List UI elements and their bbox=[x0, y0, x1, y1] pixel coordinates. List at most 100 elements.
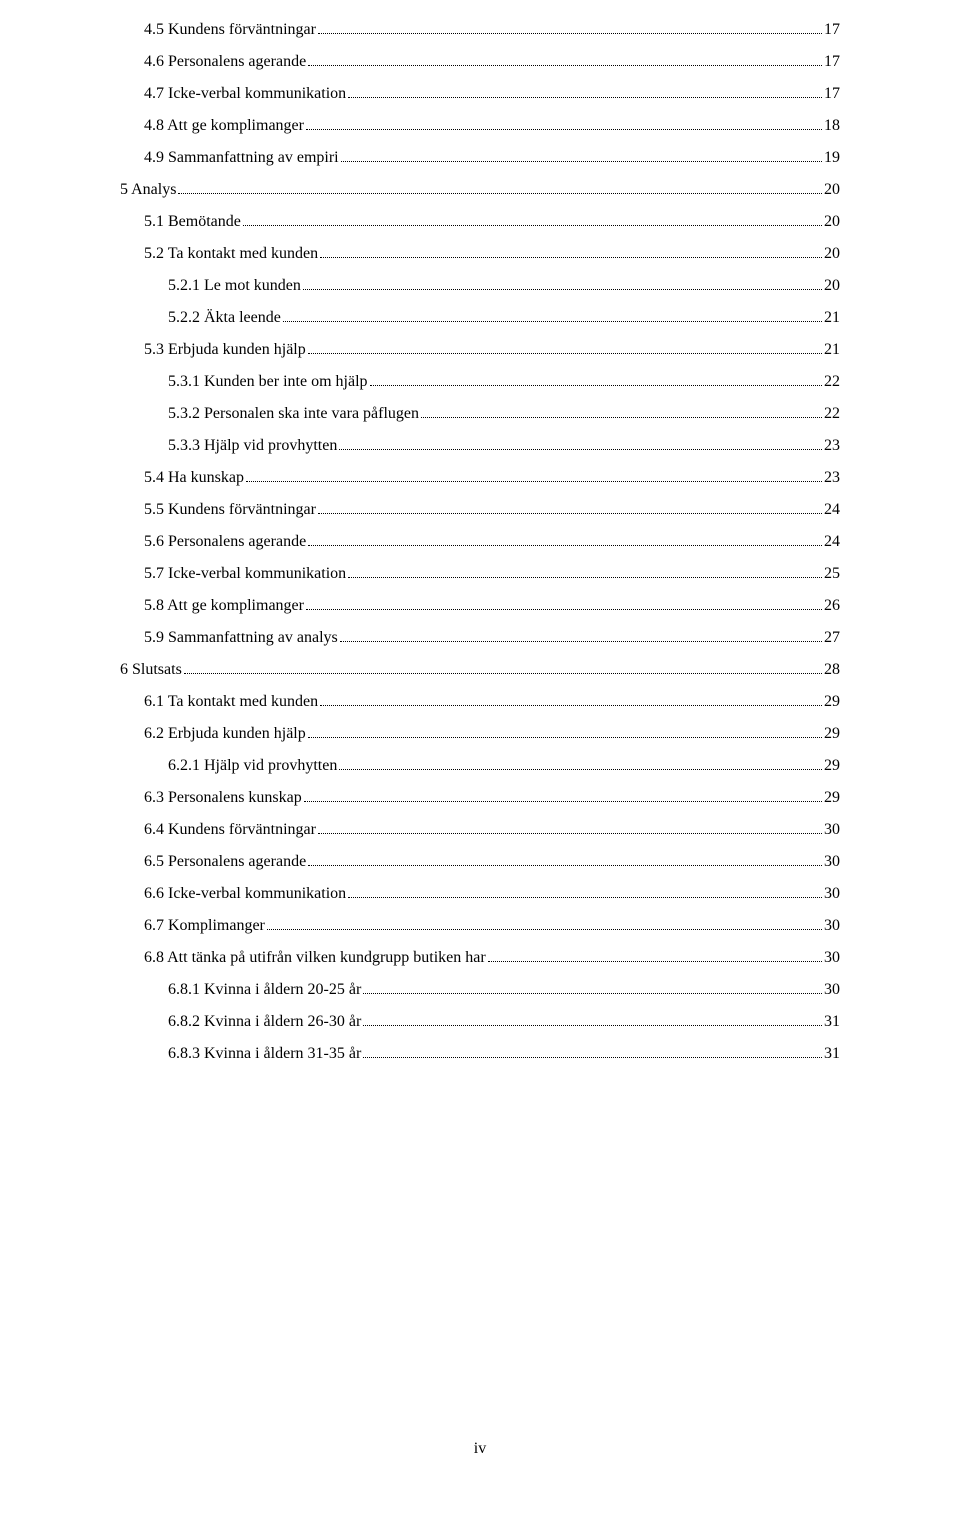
toc-entry: 6 Slutsats 28 bbox=[120, 654, 840, 686]
toc-entry-page: 31 bbox=[824, 1038, 840, 1070]
toc-entry: 5.7 Icke-verbal kommunikation 25 bbox=[120, 558, 840, 590]
toc-entry: 5.2.1 Le mot kunden 20 bbox=[120, 270, 840, 302]
toc-entry: 5.2 Ta kontakt med kunden 20 bbox=[120, 238, 840, 270]
toc-entry-title: 4.6 Personalens agerande bbox=[144, 46, 306, 78]
toc-leader-dots bbox=[363, 1044, 822, 1058]
toc-leader-dots bbox=[348, 84, 822, 98]
toc-entry: 5.3.3 Hjälp vid provhytten 23 bbox=[120, 430, 840, 462]
toc-entry-page: 17 bbox=[824, 46, 840, 78]
page-number: iv bbox=[0, 1433, 960, 1465]
toc-entry-title: 6.3 Personalens kunskap bbox=[144, 782, 302, 814]
toc-leader-dots bbox=[267, 916, 822, 930]
toc-leader-dots bbox=[318, 20, 822, 34]
toc-entry-title: 5.3.3 Hjälp vid provhytten bbox=[168, 430, 337, 462]
toc-leader-dots bbox=[306, 116, 822, 130]
toc-entry-title: 4.9 Sammanfattning av empiri bbox=[144, 142, 339, 174]
toc-leader-dots bbox=[283, 308, 822, 322]
toc-entry-page: 22 bbox=[824, 366, 840, 398]
toc-leader-dots bbox=[308, 340, 822, 354]
toc-entry: 6.2 Erbjuda kunden hjälp 29 bbox=[120, 718, 840, 750]
toc-entry-page: 20 bbox=[824, 238, 840, 270]
toc-entry-page: 23 bbox=[824, 462, 840, 494]
toc-entry: 5 Analys 20 bbox=[120, 174, 840, 206]
toc-leader-dots bbox=[303, 276, 822, 290]
toc-entry-page: 30 bbox=[824, 942, 840, 974]
toc-entry-title: 5.2.2 Äkta leende bbox=[168, 302, 281, 334]
toc-leader-dots bbox=[488, 948, 822, 962]
toc-leader-dots bbox=[421, 404, 822, 418]
toc-entry-title: 6.2.1 Hjälp vid provhytten bbox=[168, 750, 337, 782]
toc-entry-page: 21 bbox=[824, 302, 840, 334]
toc-entry: 6.8.1 Kvinna i åldern 20-25 år 30 bbox=[120, 974, 840, 1006]
toc-leader-dots bbox=[320, 244, 822, 258]
toc-entry-title: 5.3.1 Kunden ber inte om hjälp bbox=[168, 366, 368, 398]
toc-entry-title: 6.1 Ta kontakt med kunden bbox=[144, 686, 318, 718]
toc-entry-title: 5.3.2 Personalen ska inte vara påflugen bbox=[168, 398, 419, 430]
toc-entry: 5.5 Kundens förväntningar 24 bbox=[120, 494, 840, 526]
toc-leader-dots bbox=[308, 852, 822, 866]
toc-entry: 6.5 Personalens agerande 30 bbox=[120, 846, 840, 878]
toc-entry-page: 30 bbox=[824, 814, 840, 846]
page: 4.5 Kundens förväntningar 174.6 Personal… bbox=[0, 0, 960, 1521]
toc-leader-dots bbox=[363, 1012, 822, 1026]
toc-leader-dots bbox=[320, 692, 822, 706]
toc-entry-page: 17 bbox=[824, 78, 840, 110]
toc-leader-dots bbox=[370, 372, 822, 386]
toc-entry-title: 6.7 Komplimanger bbox=[144, 910, 265, 942]
toc-entry: 6.8.2 Kvinna i åldern 26-30 år 31 bbox=[120, 1006, 840, 1038]
toc-entry: 5.8 Att ge komplimanger 26 bbox=[120, 590, 840, 622]
toc-entry-page: 17 bbox=[824, 14, 840, 46]
toc-entry-page: 29 bbox=[824, 782, 840, 814]
toc-entry: 5.3.2 Personalen ska inte vara påflugen … bbox=[120, 398, 840, 430]
toc-entry-page: 29 bbox=[824, 718, 840, 750]
toc-entry: 6.8.3 Kvinna i åldern 31-35 år 31 bbox=[120, 1038, 840, 1070]
toc-entry: 5.3 Erbjuda kunden hjälp 21 bbox=[120, 334, 840, 366]
toc-entry-title: 5.4 Ha kunskap bbox=[144, 462, 244, 494]
toc-entry-page: 29 bbox=[824, 750, 840, 782]
toc-entry-title: 4.7 Icke-verbal kommunikation bbox=[144, 78, 346, 110]
toc-entry-title: 5.3 Erbjuda kunden hjälp bbox=[144, 334, 306, 366]
toc-entry: 4.5 Kundens förväntningar 17 bbox=[120, 14, 840, 46]
toc-entry-page: 23 bbox=[824, 430, 840, 462]
toc-entry: 5.9 Sammanfattning av analys 27 bbox=[120, 622, 840, 654]
toc-entry-title: 6.8.2 Kvinna i åldern 26-30 år bbox=[168, 1006, 361, 1038]
toc-leader-dots bbox=[246, 468, 822, 482]
toc-leader-dots bbox=[306, 596, 822, 610]
table-of-contents: 4.5 Kundens förväntningar 174.6 Personal… bbox=[120, 14, 840, 1070]
toc-leader-dots bbox=[348, 884, 822, 898]
toc-entry: 4.6 Personalens agerande 17 bbox=[120, 46, 840, 78]
toc-entry-title: 4.8 Att ge komplimanger bbox=[144, 110, 304, 142]
toc-entry: 5.4 Ha kunskap 23 bbox=[120, 462, 840, 494]
toc-entry-title: 5.8 Att ge komplimanger bbox=[144, 590, 304, 622]
toc-entry: 6.7 Komplimanger 30 bbox=[120, 910, 840, 942]
toc-entry: 6.8 Att tänka på utifrån vilken kundgrup… bbox=[120, 942, 840, 974]
toc-leader-dots bbox=[184, 660, 822, 674]
toc-leader-dots bbox=[339, 436, 822, 450]
toc-entry-page: 19 bbox=[824, 142, 840, 174]
toc-leader-dots bbox=[308, 724, 822, 738]
toc-leader-dots bbox=[318, 500, 822, 514]
toc-entry-page: 20 bbox=[824, 206, 840, 238]
toc-entry-page: 29 bbox=[824, 686, 840, 718]
toc-entry-title: 5.1 Bemötande bbox=[144, 206, 241, 238]
toc-entry: 6.2.1 Hjälp vid provhytten 29 bbox=[120, 750, 840, 782]
toc-entry-title: 4.5 Kundens förväntningar bbox=[144, 14, 316, 46]
toc-leader-dots bbox=[318, 820, 822, 834]
toc-entry-title: 5.9 Sammanfattning av analys bbox=[144, 622, 338, 654]
toc-entry-page: 18 bbox=[824, 110, 840, 142]
toc-entry-title: 6.8.3 Kvinna i åldern 31-35 år bbox=[168, 1038, 361, 1070]
toc-entry-page: 30 bbox=[824, 910, 840, 942]
toc-entry-title: 5.2.1 Le mot kunden bbox=[168, 270, 301, 302]
toc-entry-page: 25 bbox=[824, 558, 840, 590]
toc-entry-page: 24 bbox=[824, 494, 840, 526]
toc-entry: 4.7 Icke-verbal kommunikation 17 bbox=[120, 78, 840, 110]
toc-entry: 5.2.2 Äkta leende 21 bbox=[120, 302, 840, 334]
toc-entry-page: 24 bbox=[824, 526, 840, 558]
toc-leader-dots bbox=[339, 756, 822, 770]
toc-entry-page: 30 bbox=[824, 846, 840, 878]
toc-entry-title: 5.2 Ta kontakt med kunden bbox=[144, 238, 318, 270]
toc-entry-page: 27 bbox=[824, 622, 840, 654]
toc-leader-dots bbox=[304, 788, 822, 802]
toc-leader-dots bbox=[308, 52, 822, 66]
toc-entry-page: 30 bbox=[824, 878, 840, 910]
